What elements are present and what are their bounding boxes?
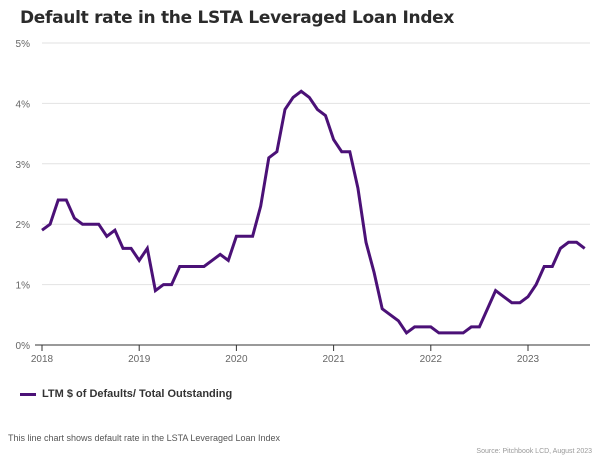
y-tick-label: 0% [16,341,31,352]
x-tick-label: 2019 [128,354,151,365]
y-tick-label: 3% [16,160,31,171]
gridlines [42,42,590,286]
chart-title: Default rate in the LSTA Leveraged Loan … [20,8,455,28]
y-tick-label: 1% [16,281,31,292]
x-tick-label: 2018 [31,354,54,365]
x-tick-label: 2020 [225,354,248,365]
y-tick-label: 5% [16,39,31,50]
legend-label: LTM $ of Defaults/ Total Outstanding [42,388,233,400]
x-tick-label: 2022 [420,354,443,365]
y-tick-label: 2% [16,220,31,231]
series-layer [41,89,586,336]
legend-swatch [20,392,36,396]
y-tick-label: 4% [16,99,31,110]
x-tick-label: 2023 [517,354,540,365]
source-note: Source: Pitchbook LCD, August 2023 [476,448,592,455]
y-axis-ticks: 0% 1% 2% 3% 4% 5% [16,39,31,352]
legend: LTM $ of Defaults/ Total Outstanding [20,388,232,400]
line-chart: 0% 1% 2% 3% 4% 5% 2018 2019 2020 2021 2022 2023 [16,39,590,365]
series-line [41,89,586,336]
x-tick-label: 2021 [322,354,345,365]
x-axis: 2018 2019 2020 2021 2022 2023 [31,344,590,365]
chart-caption: This line chart shows default rate in th… [8,433,280,443]
